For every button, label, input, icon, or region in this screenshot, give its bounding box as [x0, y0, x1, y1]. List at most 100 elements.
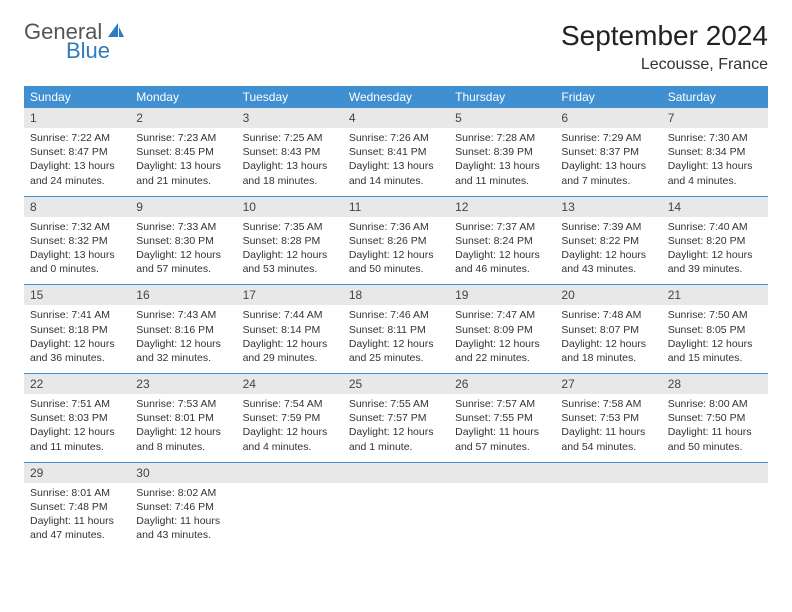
- day-data: Sunrise: 7:28 AMSunset: 8:39 PMDaylight:…: [449, 128, 555, 196]
- daylight-text: Daylight: 11 hours and 57 minutes.: [455, 425, 549, 453]
- sunset-text: Sunset: 8:34 PM: [668, 145, 762, 159]
- day-data: Sunrise: 7:48 AMSunset: 8:07 PMDaylight:…: [555, 305, 661, 373]
- day-data: Sunrise: 7:51 AMSunset: 8:03 PMDaylight:…: [24, 394, 130, 462]
- sunrise-text: Sunrise: 7:44 AM: [243, 308, 337, 322]
- daylight-text: Daylight: 12 hours and 4 minutes.: [243, 425, 337, 453]
- day-data: Sunrise: 7:40 AMSunset: 8:20 PMDaylight:…: [662, 217, 768, 285]
- day-data: Sunrise: 7:32 AMSunset: 8:32 PMDaylight:…: [24, 217, 130, 285]
- sunrise-text: Sunrise: 7:40 AM: [668, 220, 762, 234]
- sunrise-text: Sunrise: 7:25 AM: [243, 131, 337, 145]
- sunrise-text: Sunrise: 7:54 AM: [243, 397, 337, 411]
- daylight-text: Daylight: 12 hours and 22 minutes.: [455, 337, 549, 365]
- sunset-text: Sunset: 8:41 PM: [349, 145, 443, 159]
- day-number: 25: [343, 374, 449, 394]
- daylight-text: Daylight: 12 hours and 11 minutes.: [30, 425, 124, 453]
- day-data: Sunrise: 7:23 AMSunset: 8:45 PMDaylight:…: [130, 128, 236, 196]
- sunset-text: Sunset: 8:03 PM: [30, 411, 124, 425]
- sunset-text: Sunset: 8:01 PM: [136, 411, 230, 425]
- day-data: [555, 483, 661, 551]
- day-number: 11: [343, 197, 449, 217]
- daylight-text: Daylight: 12 hours and 15 minutes.: [668, 337, 762, 365]
- sunrise-text: Sunrise: 7:26 AM: [349, 131, 443, 145]
- day-number: 13: [555, 197, 661, 217]
- sunset-text: Sunset: 8:28 PM: [243, 234, 337, 248]
- day-data: Sunrise: 7:46 AMSunset: 8:11 PMDaylight:…: [343, 305, 449, 373]
- weekday-header: Saturday: [662, 86, 768, 108]
- sunset-text: Sunset: 7:53 PM: [561, 411, 655, 425]
- day-data: Sunrise: 7:29 AMSunset: 8:37 PMDaylight:…: [555, 128, 661, 196]
- sunrise-text: Sunrise: 7:51 AM: [30, 397, 124, 411]
- day-number: 1: [24, 108, 130, 128]
- logo-text-blue: Blue: [66, 39, 110, 62]
- sunset-text: Sunset: 7:50 PM: [668, 411, 762, 425]
- daylight-text: Daylight: 11 hours and 47 minutes.: [30, 514, 124, 542]
- calendar-table: SundayMondayTuesdayWednesdayThursdayFrid…: [24, 86, 768, 550]
- daylight-text: Daylight: 12 hours and 43 minutes.: [561, 248, 655, 276]
- sunset-text: Sunset: 8:07 PM: [561, 323, 655, 337]
- day-number: [555, 463, 661, 483]
- day-number: 7: [662, 108, 768, 128]
- day-data: Sunrise: 7:26 AMSunset: 8:41 PMDaylight:…: [343, 128, 449, 196]
- sunset-text: Sunset: 8:32 PM: [30, 234, 124, 248]
- sunset-text: Sunset: 8:47 PM: [30, 145, 124, 159]
- weekday-header: Sunday: [24, 86, 130, 108]
- day-number: 21: [662, 285, 768, 305]
- day-number: 22: [24, 374, 130, 394]
- sunrise-text: Sunrise: 8:00 AM: [668, 397, 762, 411]
- weekday-header: Tuesday: [237, 86, 343, 108]
- day-number: 16: [130, 285, 236, 305]
- sunrise-text: Sunrise: 7:29 AM: [561, 131, 655, 145]
- sunrise-text: Sunrise: 7:47 AM: [455, 308, 549, 322]
- sunrise-text: Sunrise: 7:37 AM: [455, 220, 549, 234]
- sunset-text: Sunset: 8:24 PM: [455, 234, 549, 248]
- day-number: 5: [449, 108, 555, 128]
- title-block: September 2024 Lecousse, France: [561, 20, 768, 74]
- daylight-text: Daylight: 11 hours and 43 minutes.: [136, 514, 230, 542]
- sunrise-text: Sunrise: 7:32 AM: [30, 220, 124, 234]
- sunset-text: Sunset: 8:14 PM: [243, 323, 337, 337]
- weekday-header: Monday: [130, 86, 236, 108]
- sunset-text: Sunset: 8:16 PM: [136, 323, 230, 337]
- day-data: Sunrise: 7:35 AMSunset: 8:28 PMDaylight:…: [237, 217, 343, 285]
- day-data: Sunrise: 7:57 AMSunset: 7:55 PMDaylight:…: [449, 394, 555, 462]
- day-data: Sunrise: 7:37 AMSunset: 8:24 PMDaylight:…: [449, 217, 555, 285]
- weekday-header: Thursday: [449, 86, 555, 108]
- day-number: 17: [237, 285, 343, 305]
- day-data: Sunrise: 7:33 AMSunset: 8:30 PMDaylight:…: [130, 217, 236, 285]
- sunrise-text: Sunrise: 7:46 AM: [349, 308, 443, 322]
- day-data: Sunrise: 7:54 AMSunset: 7:59 PMDaylight:…: [237, 394, 343, 462]
- day-data: Sunrise: 8:01 AMSunset: 7:48 PMDaylight:…: [24, 483, 130, 551]
- day-number: 3: [237, 108, 343, 128]
- sunrise-text: Sunrise: 7:43 AM: [136, 308, 230, 322]
- day-number: 19: [449, 285, 555, 305]
- sunrise-text: Sunrise: 7:57 AM: [455, 397, 549, 411]
- page-title: September 2024: [561, 20, 768, 52]
- day-data: Sunrise: 7:41 AMSunset: 8:18 PMDaylight:…: [24, 305, 130, 373]
- sunset-text: Sunset: 8:20 PM: [668, 234, 762, 248]
- daylight-text: Daylight: 11 hours and 50 minutes.: [668, 425, 762, 453]
- sunset-text: Sunset: 8:30 PM: [136, 234, 230, 248]
- day-data: Sunrise: 7:47 AMSunset: 8:09 PMDaylight:…: [449, 305, 555, 373]
- day-data: Sunrise: 7:25 AMSunset: 8:43 PMDaylight:…: [237, 128, 343, 196]
- sunrise-text: Sunrise: 7:22 AM: [30, 131, 124, 145]
- daylight-text: Daylight: 12 hours and 50 minutes.: [349, 248, 443, 276]
- sunrise-text: Sunrise: 7:36 AM: [349, 220, 443, 234]
- sunset-text: Sunset: 7:48 PM: [30, 500, 124, 514]
- day-number: [449, 463, 555, 483]
- day-number: 30: [130, 463, 236, 483]
- day-number: 10: [237, 197, 343, 217]
- sunrise-text: Sunrise: 7:55 AM: [349, 397, 443, 411]
- daylight-text: Daylight: 12 hours and 25 minutes.: [349, 337, 443, 365]
- weekday-header: Wednesday: [343, 86, 449, 108]
- sunset-text: Sunset: 8:11 PM: [349, 323, 443, 337]
- daylight-text: Daylight: 13 hours and 18 minutes.: [243, 159, 337, 187]
- sunrise-text: Sunrise: 8:01 AM: [30, 486, 124, 500]
- day-number: 4: [343, 108, 449, 128]
- day-number: 14: [662, 197, 768, 217]
- daylight-text: Daylight: 12 hours and 39 minutes.: [668, 248, 762, 276]
- day-data: Sunrise: 7:53 AMSunset: 8:01 PMDaylight:…: [130, 394, 236, 462]
- sunset-text: Sunset: 7:59 PM: [243, 411, 337, 425]
- day-number: [662, 463, 768, 483]
- day-data: Sunrise: 7:39 AMSunset: 8:22 PMDaylight:…: [555, 217, 661, 285]
- day-data: Sunrise: 8:02 AMSunset: 7:46 PMDaylight:…: [130, 483, 236, 551]
